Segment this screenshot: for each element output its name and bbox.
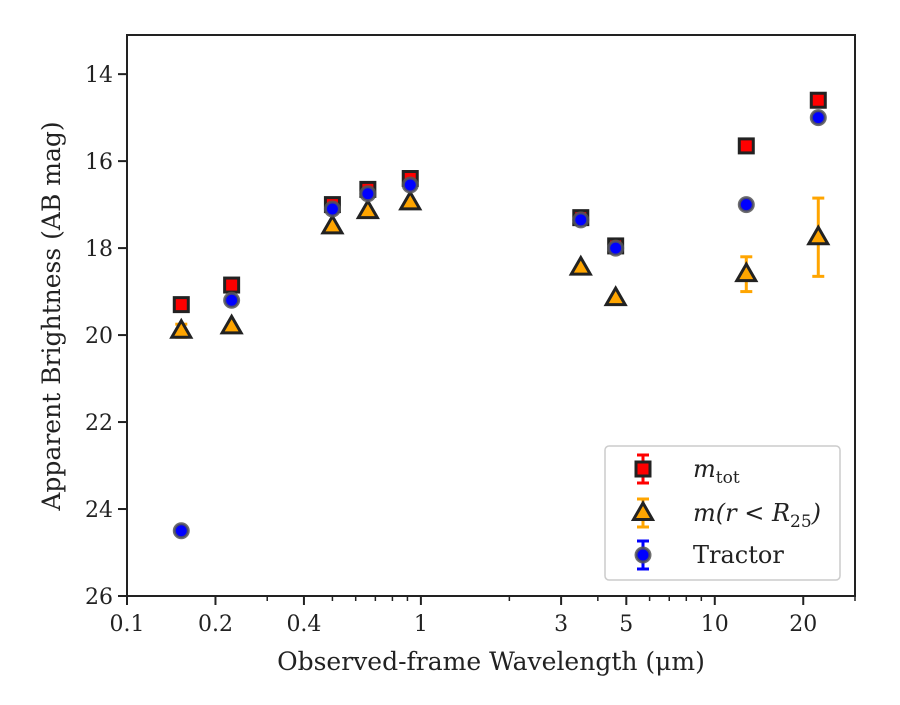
series-triangle — [169, 189, 831, 339]
legend-label-subscript: 25 — [790, 512, 812, 532]
data-point-circle — [401, 176, 419, 194]
legend-label: m(r < R25) — [693, 499, 821, 532]
data-point-triangle — [603, 285, 628, 307]
data-point-square — [809, 91, 827, 109]
legend-marker-circle — [634, 546, 652, 564]
data-point-square — [223, 276, 241, 294]
data-point-circle — [809, 109, 827, 127]
y-tick-label: 24 — [85, 498, 113, 523]
data-point-triangle — [568, 254, 593, 276]
x-tick-label: 0.4 — [286, 612, 321, 637]
legend-marker-square — [634, 460, 652, 478]
y-tick-label: 20 — [85, 324, 113, 349]
x-tick-label: 0.2 — [198, 612, 233, 637]
x-tick-label: 3 — [554, 612, 568, 637]
data-point-square — [172, 296, 190, 314]
data-point-triangle — [219, 313, 244, 335]
legend-label-subscript: tot — [716, 468, 740, 488]
data-point-circle — [359, 185, 377, 203]
legend-label-main: m — [693, 455, 716, 483]
data-point-triangle — [734, 261, 759, 283]
data-point-circle — [572, 211, 590, 229]
legend-label-main: Tractor — [693, 541, 784, 569]
x-tick-label: 0.1 — [110, 612, 145, 637]
y-tick-label: 16 — [85, 150, 113, 175]
y-axis-ticks: 14 16 18 20 22 24 26 — [85, 63, 127, 610]
legend-marker-triangle — [630, 499, 656, 521]
plot-frame — [126, 34, 856, 597]
y-tick-label: 26 — [85, 585, 113, 610]
legend: mtot m(r < R25) Tractor — [604, 445, 841, 581]
x-tick-label: 10 — [701, 612, 729, 637]
data-points — [169, 91, 831, 540]
data-point-triangle — [320, 213, 345, 235]
legend-label: Tractor — [693, 541, 784, 569]
data-point-square — [737, 137, 755, 155]
legend-box — [604, 445, 841, 581]
data-point-triangle — [355, 198, 380, 220]
data-point-triangle — [398, 189, 423, 211]
x-tick-label: 1 — [414, 612, 428, 637]
legend-label-main: m(r < R — [693, 499, 790, 527]
data-point-circle — [737, 196, 755, 214]
legend-label-rest: ) — [811, 499, 821, 527]
y-tick-label: 14 — [85, 63, 113, 88]
data-point-triangle — [169, 317, 194, 339]
data-point-circle — [172, 522, 190, 540]
data-point-circle — [323, 200, 341, 218]
data-point-triangle — [806, 224, 831, 246]
x-axis-ticks: 0.1 0.2 0.4 1 3 5 10 20 — [110, 596, 817, 637]
y-axis-title: Apparent Brightness (AB mag) — [37, 121, 66, 511]
y-tick-label: 18 — [85, 237, 113, 262]
legend-label: mtot — [693, 455, 740, 488]
data-point-circle — [607, 239, 625, 257]
y-tick-label: 22 — [85, 411, 113, 436]
series-circle — [172, 109, 827, 540]
x-tick-label: 5 — [619, 612, 633, 637]
x-tick-label: 20 — [789, 612, 817, 637]
x-axis-title: Observed-frame Wavelength (μm) — [277, 647, 705, 676]
data-point-circle — [223, 291, 241, 309]
